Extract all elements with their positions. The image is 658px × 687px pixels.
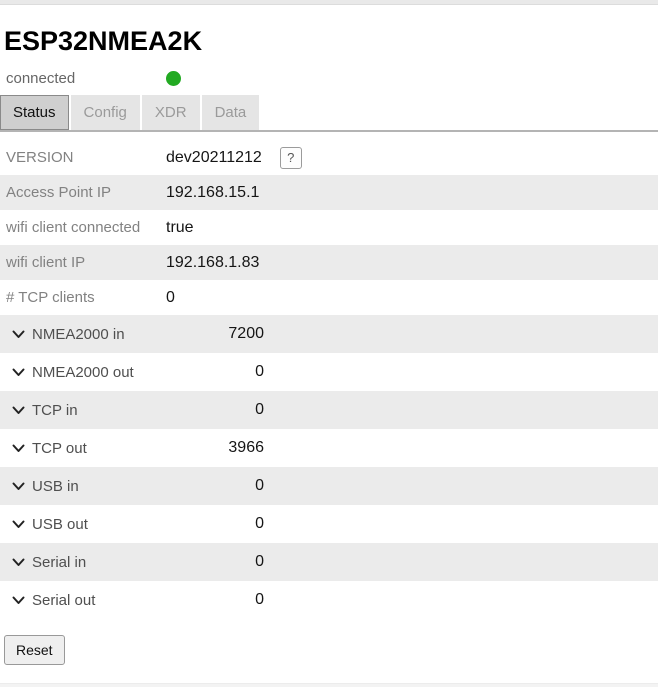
row-label: TCP in <box>32 401 78 419</box>
row-label-cell: USB in <box>6 478 166 495</box>
row-value: 7200 <box>228 325 264 342</box>
row-label-cell: TCP in <box>6 402 166 419</box>
chevron-down-icon[interactable] <box>12 330 25 339</box>
tab-bar: Status Config XDR Data <box>0 95 658 132</box>
row-label-cell: NMEA2000 out <box>6 364 166 381</box>
row-label-cell: wifi client IP <box>6 254 166 271</box>
row-label: Access Point IP <box>6 184 112 201</box>
table-row: wifi client IP 192.168.1.83 <box>0 245 658 280</box>
row-value: 192.168.1.83 <box>166 253 260 271</box>
row-label: USB out <box>32 515 88 533</box>
help-button[interactable]: ? <box>279 146 302 169</box>
row-label-cell: Serial in <box>6 554 166 571</box>
bottom-edge-strip <box>0 683 658 687</box>
table-row[interactable]: Serial out 0 <box>0 581 658 619</box>
reset-button[interactable]: Reset <box>4 635 65 665</box>
chevron-down-icon[interactable] <box>12 596 25 605</box>
row-value: 3966 <box>228 439 264 456</box>
row-label-cell: Access Point IP <box>6 184 166 201</box>
chevron-down-icon[interactable] <box>12 444 25 453</box>
row-value: 0 <box>166 288 175 306</box>
top-edge-strip <box>0 0 658 5</box>
row-value: 0 <box>255 591 264 608</box>
row-label: TCP out <box>32 439 87 457</box>
table-row[interactable]: Serial in 0 <box>0 543 658 581</box>
tab-xdr[interactable]: XDR <box>141 95 200 130</box>
chevron-down-icon[interactable] <box>12 406 25 415</box>
table-row[interactable]: TCP out 3966 <box>0 429 658 467</box>
row-value: 0 <box>255 553 264 570</box>
row-label: wifi client connected <box>6 219 141 236</box>
row-label-cell: # TCP clients <box>6 289 166 306</box>
tab-data[interactable]: Data <box>201 95 260 130</box>
row-value: 0 <box>255 477 264 494</box>
row-value: true <box>166 218 194 236</box>
page-title: ESP32NMEA2K <box>4 26 203 56</box>
table-row: wifi client connected true <box>0 210 658 245</box>
row-label: Serial in <box>32 553 87 571</box>
table-row: # TCP clients 0 <box>0 280 658 315</box>
row-value: 0 <box>255 401 264 418</box>
chevron-down-icon[interactable] <box>12 368 25 377</box>
row-label-cell: Serial out <box>6 592 166 609</box>
row-label: VERSION <box>6 149 74 166</box>
connection-status-label: connected <box>6 69 76 87</box>
connection-status: connected <box>0 68 658 88</box>
row-label: wifi client IP <box>6 254 86 271</box>
row-value: 192.168.15.1 <box>166 183 260 201</box>
tab-config[interactable]: Config <box>70 95 140 130</box>
table-row[interactable]: TCP in 0 <box>0 391 658 429</box>
row-label: USB in <box>32 477 79 495</box>
row-label: NMEA2000 out <box>32 363 134 381</box>
chevron-down-icon[interactable] <box>12 520 25 529</box>
row-label-cell: VERSION <box>6 149 166 166</box>
status-rows: VERSION dev20211212 ? Access Point IP 19… <box>0 140 658 619</box>
row-label-cell: NMEA2000 in <box>6 326 166 343</box>
table-row[interactable]: USB in 0 <box>0 467 658 505</box>
row-value: 0 <box>255 515 264 532</box>
table-row: VERSION dev20211212 ? <box>0 140 658 175</box>
table-row[interactable]: USB out 0 <box>0 505 658 543</box>
chevron-down-icon[interactable] <box>12 482 25 491</box>
table-row[interactable]: NMEA2000 out 0 <box>0 353 658 391</box>
row-label: Serial out <box>32 591 96 609</box>
row-label-cell: USB out <box>6 516 166 533</box>
row-label: NMEA2000 in <box>32 325 125 343</box>
row-label: # TCP clients <box>6 289 95 306</box>
row-value: 0 <box>255 363 264 380</box>
table-row[interactable]: NMEA2000 in 7200 <box>0 315 658 353</box>
row-label-cell: wifi client connected <box>6 219 166 236</box>
connected-status-dot-icon <box>166 70 181 86</box>
row-value: dev20211212 <box>166 148 262 166</box>
tab-status[interactable]: Status <box>0 95 69 130</box>
chevron-down-icon[interactable] <box>12 558 25 567</box>
table-row: Access Point IP 192.168.15.1 <box>0 175 658 210</box>
row-label-cell: TCP out <box>6 440 166 457</box>
